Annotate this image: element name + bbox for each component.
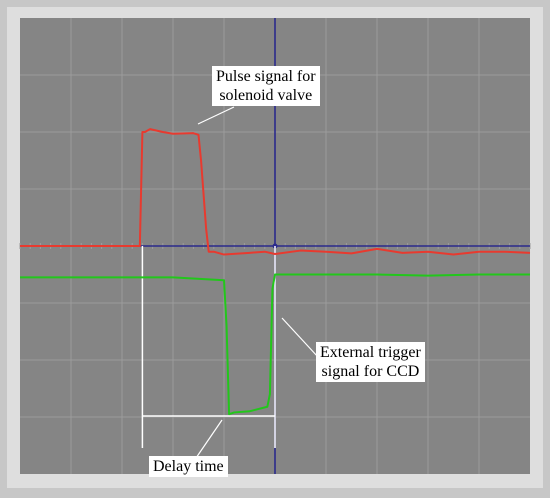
pulse-callout-line-1: Pulse signal for (216, 68, 316, 85)
delay-time-callout: Delay time (149, 456, 228, 477)
trigger-signal-trace (20, 273, 530, 416)
pulse-callout-pointer (197, 106, 235, 125)
trigger-signal-callout: External trigger signal for CCD (316, 342, 425, 382)
signal-traces (20, 128, 531, 416)
callout-pointers (195, 106, 319, 459)
delay-callout-pointer (195, 419, 223, 459)
pulse-signal-trace (20, 128, 531, 256)
trigger-callout-pointer (281, 317, 319, 358)
trigger-callout-line-1: External trigger (320, 344, 421, 361)
pulse-signal-callout: Pulse signal for solenoid valve (212, 66, 320, 106)
delay-callout-line-1: Delay time (153, 458, 224, 475)
pulse-callout-line-2: solenoid valve (219, 87, 313, 104)
trigger-callout-line-2: signal for CCD (321, 363, 420, 380)
